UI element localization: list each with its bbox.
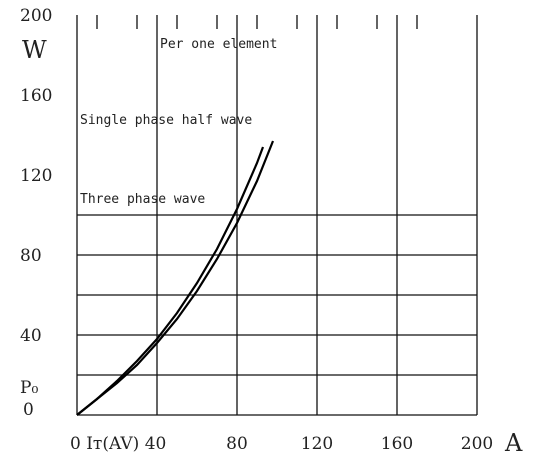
y-unit-label: W xyxy=(22,36,47,64)
y-tick-label: 0 xyxy=(23,400,34,420)
y-zero-label: P₀ xyxy=(20,378,38,398)
annotation-per-element: Per one element xyxy=(160,37,277,52)
series-line-2 xyxy=(77,141,273,415)
curves xyxy=(77,141,273,415)
annotation-three-phase: Three phase wave xyxy=(80,192,205,207)
y-tick-label: 160 xyxy=(20,86,52,106)
x-tick-label: 200 xyxy=(461,434,493,454)
x-first-label: 0 Iт(AV) 40 xyxy=(70,434,166,454)
labels: W A P₀ 0 Iт(AV) 40 Per one element Singl… xyxy=(20,6,523,457)
y-tick-label: 80 xyxy=(20,246,42,266)
y-tick-label: 40 xyxy=(20,326,42,346)
y-tick-label: 200 xyxy=(20,6,52,26)
x-unit-label: A xyxy=(504,429,523,457)
y-tick-label: 120 xyxy=(20,166,52,186)
x-tick-label: 160 xyxy=(381,434,413,454)
x-tick-label: 80 xyxy=(226,434,248,454)
x-tick-label: 120 xyxy=(301,434,333,454)
grid xyxy=(77,15,477,415)
annotation-single-phase: Single phase half wave xyxy=(80,113,252,128)
